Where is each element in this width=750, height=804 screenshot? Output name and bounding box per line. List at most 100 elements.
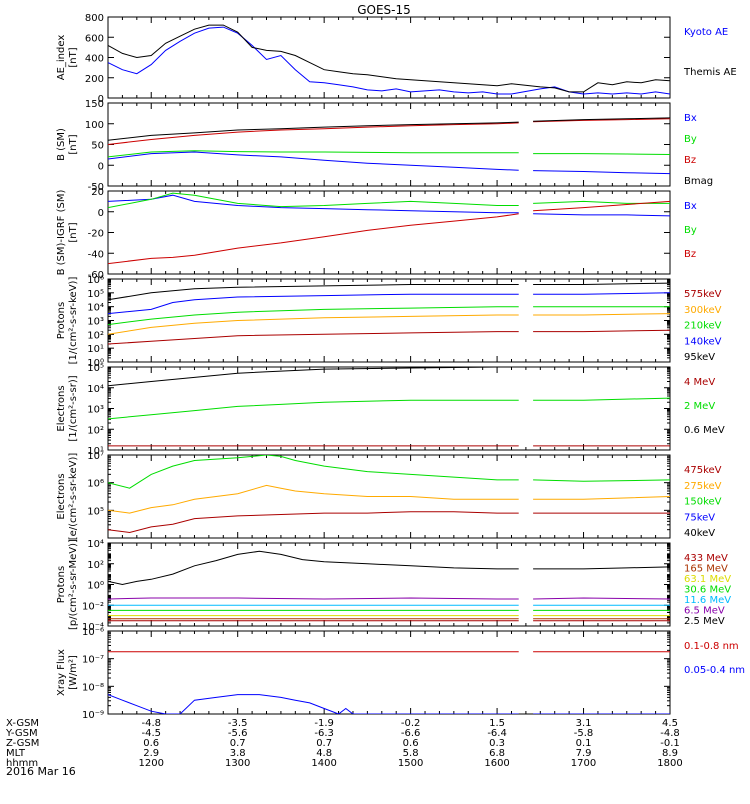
y-tick-label: 800 bbox=[85, 13, 104, 24]
y-tick-label: 10⁻⁴ bbox=[82, 622, 104, 633]
series-line-6-5-mev bbox=[108, 597, 519, 600]
series-line-0-6-mev bbox=[108, 367, 519, 387]
panel-3: -60 -40 -20 0 20 B (SM)-IGRF (SM) [nT] Bx By Bz bbox=[56, 187, 697, 281]
y-tick-label: 50 bbox=[91, 141, 104, 152]
x-row-label: MLT bbox=[6, 748, 26, 759]
series-line-575kev bbox=[533, 329, 670, 333]
y-tick-label: 10⁴ bbox=[87, 303, 104, 314]
legend-entry: 95keV bbox=[684, 352, 715, 363]
series-line-140kev bbox=[108, 293, 519, 315]
series-line-bmag bbox=[108, 121, 519, 141]
series-line-6-5-mev bbox=[533, 597, 670, 600]
y-tick-label: 10⁰ bbox=[87, 581, 104, 592]
y-axis-label: [nT] bbox=[68, 47, 79, 67]
panel-frame bbox=[107, 630, 671, 715]
series-line-300kev bbox=[533, 313, 670, 316]
x-row-value: 3.8 bbox=[230, 748, 246, 759]
panel-frame bbox=[107, 366, 671, 451]
legend-entry: Themis AE bbox=[683, 67, 737, 78]
y-tick-label: 10⁻⁸ bbox=[82, 682, 104, 693]
series-line-40kev bbox=[108, 430, 519, 441]
x-row-value: -4.5 bbox=[141, 728, 161, 739]
x-row-value: -1.9 bbox=[314, 718, 334, 729]
panel-8: 10⁻⁹ 10⁻⁸ 10⁻⁷ 10⁻⁶ Xray Flux [W/m²] 0.1-0.8 n… bbox=[56, 627, 745, 721]
y-tick-label: 100 bbox=[85, 120, 104, 131]
panel-frame bbox=[107, 190, 671, 275]
series-line-75kev bbox=[108, 441, 519, 452]
legend-entry: 210keV bbox=[684, 321, 722, 332]
x-axis-rows: X-GSM -4.8 -3.5 -1.9 -0.2 1.5 3.1 4.5Y-GSM -4.5-… bbox=[5, 718, 683, 769]
y-tick-label: 10¹ bbox=[87, 446, 104, 457]
series-line-bz bbox=[533, 118, 670, 123]
legend-entry: 0.1-0.8 nm bbox=[684, 641, 739, 652]
panel-7: 10⁻⁴ 10⁻² 10⁰ 10² 10⁴ Protons [p/(cm²-s-sr-MeV… bbox=[56, 539, 731, 633]
y-axis-label: [e/(cm²-s-sr-keV)] bbox=[68, 453, 79, 541]
series-line-themis-ae bbox=[108, 24, 670, 93]
y-axis-label: [nT] bbox=[68, 222, 79, 242]
series-line-2-5-mev bbox=[533, 566, 670, 570]
y-axis-label: AE_index bbox=[56, 35, 67, 81]
y-tick-label: 10⁻⁹ bbox=[82, 710, 104, 721]
x-row-value: -5.8 bbox=[574, 728, 594, 739]
x-row-value: -0.1 bbox=[660, 738, 680, 749]
x-row-value: -6.3 bbox=[314, 728, 334, 739]
y-tick-label: 10⁵ bbox=[87, 506, 104, 517]
legend-entry: Bx bbox=[684, 113, 697, 124]
y-axis-label: [1/(cm²-s-sr-keV)] bbox=[68, 277, 79, 365]
legend-entry: 40keV bbox=[684, 528, 715, 539]
date-label: 2016 Mar 16 bbox=[6, 765, 76, 778]
series-line-2-mev bbox=[108, 399, 519, 420]
panel-5: 10¹ 10² 10³ 10⁴ 10⁵ Electrons [1/(cm²-s-sr)] 4 … bbox=[56, 363, 725, 457]
x-row-value: 1400 bbox=[311, 758, 336, 769]
y-tick-label: 10⁶ bbox=[87, 275, 104, 286]
x-row-value: 4.5 bbox=[662, 718, 678, 729]
series-line-by bbox=[533, 153, 670, 155]
x-row-value: -4.8 bbox=[141, 718, 161, 729]
panel-frame bbox=[107, 102, 671, 187]
x-row-value: 1800 bbox=[657, 758, 682, 769]
legend-entry: 140keV bbox=[684, 336, 722, 347]
series-line-by bbox=[108, 192, 519, 209]
legend-entry: 2.5 MeV bbox=[684, 616, 725, 627]
x-row-value: 1600 bbox=[484, 758, 509, 769]
x-row-label: hhmm bbox=[6, 758, 38, 769]
panel-frame bbox=[107, 16, 671, 99]
series-line-210kev bbox=[108, 306, 519, 326]
y-tick-label: 0 bbox=[98, 161, 104, 172]
series-line-by bbox=[108, 150, 519, 158]
panel-frame bbox=[107, 278, 671, 363]
y-tick-label: 20 bbox=[91, 187, 104, 198]
legend-entry: Bz bbox=[684, 155, 696, 166]
y-tick-label: 10² bbox=[87, 425, 104, 436]
series-line-150kev bbox=[108, 455, 519, 489]
legend-entry: 275keV bbox=[684, 481, 722, 492]
y-tick-label: 10² bbox=[87, 330, 104, 341]
series-line-bx bbox=[533, 170, 670, 175]
series-line-95kev bbox=[533, 282, 670, 285]
y-tick-label: 10⁻⁷ bbox=[82, 655, 104, 666]
y-tick-label: -50 bbox=[88, 182, 104, 193]
legend-entry: Bz bbox=[684, 249, 696, 260]
panel-6: 10⁵ 10⁶ 10⁷ Electrons [e/(cm²-s-sr-keV)] 475k… bbox=[56, 430, 722, 541]
x-row-value: -6.4 bbox=[487, 728, 507, 739]
y-axis-label: B (SM)-IGRF (SM) bbox=[56, 190, 67, 276]
series-line-150kev bbox=[533, 479, 670, 482]
legend-entry: Bx bbox=[684, 201, 697, 212]
series-line-275kev bbox=[533, 496, 670, 500]
y-axis-label: Xray Flux bbox=[56, 649, 67, 696]
y-tick-label: 10⁶ bbox=[87, 479, 104, 490]
y-tick-label: 10³ bbox=[87, 317, 104, 328]
series-line-bz bbox=[108, 213, 519, 265]
legend-entry: By bbox=[684, 225, 697, 236]
legend-entry: 0.6 MeV bbox=[684, 425, 725, 436]
series-line-140kev bbox=[533, 292, 670, 295]
x-row-value: -5.6 bbox=[228, 728, 248, 739]
series-line-275kev bbox=[108, 484, 519, 514]
x-row-label: Y-GSM bbox=[5, 728, 38, 739]
x-row-value: 0.6 bbox=[143, 738, 159, 749]
y-axis-label: [1/(cm²-s-sr)] bbox=[68, 375, 79, 441]
legend-entry: By bbox=[684, 134, 697, 145]
y-axis-label: [nT] bbox=[68, 134, 79, 154]
legend-entry: 30.6 MeV bbox=[684, 585, 731, 596]
x-row-value: 2.9 bbox=[143, 748, 159, 759]
